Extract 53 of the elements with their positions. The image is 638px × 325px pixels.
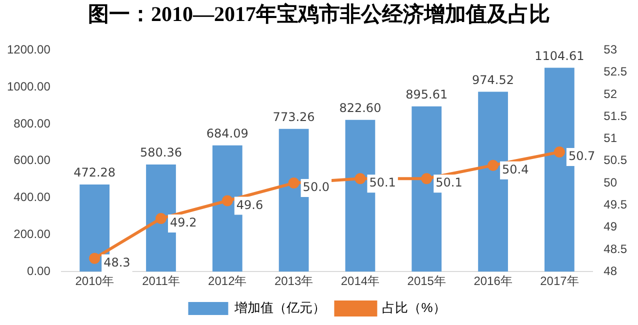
data-label: 773.26 <box>272 110 315 124</box>
y-tick-label: 1200.00 <box>6 42 51 57</box>
point <box>288 178 300 189</box>
y-tick-label: 400.00 <box>14 190 51 204</box>
data-label: 49.6 <box>236 198 264 212</box>
point <box>89 252 100 264</box>
legend-label: 占比（%） <box>382 300 446 316</box>
data-label: 822.60 <box>339 100 382 115</box>
point <box>354 173 366 184</box>
data-label: 49.2 <box>170 216 197 230</box>
data-label: 50.1 <box>436 176 462 190</box>
data-label: 580.36 <box>140 146 182 160</box>
data-label: 50.7 <box>568 149 596 164</box>
y2-tick-label: 51 <box>604 131 618 146</box>
y2-tick-label: 48 <box>604 264 618 278</box>
x-tick-label: 2010年 <box>75 274 114 288</box>
point <box>488 160 499 171</box>
data-label: 50.0 <box>302 180 330 194</box>
y-tick-label: 600.00 <box>14 153 51 168</box>
y2-tick-label: 48.5 <box>604 242 628 256</box>
data-label: 684.09 <box>206 126 248 141</box>
data-label: 48.3 <box>104 255 130 270</box>
y-tick-label: 200.00 <box>14 227 51 242</box>
y2-tick-label: 52 <box>604 86 618 101</box>
data-label: 1104.61 <box>534 48 584 63</box>
y-tick-label: 0.00 <box>27 264 51 278</box>
data-label: 472.28 <box>74 166 116 180</box>
data-label: 50.1 <box>369 176 396 190</box>
x-tick-label: 2013年 <box>274 274 314 288</box>
data-label: 50.4 <box>502 162 529 176</box>
y2-tick-label: 53 <box>604 42 618 57</box>
chart-title: 图一：2010—2017年宝鸡市非公经济增加值及占比 <box>87 1 551 28</box>
point <box>421 173 432 184</box>
point <box>155 212 166 224</box>
x-tick-label: 2017年 <box>540 274 579 288</box>
data-label: 895.61 <box>406 87 448 102</box>
y2-tick-label: 49 <box>604 220 618 234</box>
x-tick-label: 2015年 <box>407 274 446 288</box>
y2-tick-label: 49.5 <box>604 197 628 212</box>
y2-tick-label: 50.5 <box>604 153 628 168</box>
x-tick-label: 2012年 <box>208 274 247 288</box>
y-tick-label: 800.00 <box>14 116 51 130</box>
x-tick-label: 2016年 <box>474 274 512 288</box>
y2-tick-label: 51.5 <box>604 108 628 123</box>
x-tick-label: 2014年 <box>340 274 380 288</box>
x-tick-label: 2011年 <box>142 274 180 288</box>
y2-tick-label: 52.5 <box>604 64 628 79</box>
point <box>554 146 565 158</box>
y2-tick-label: 50 <box>604 175 618 190</box>
legend-label: 增加值（亿元） <box>234 300 326 316</box>
data-label: 974.52 <box>472 72 514 87</box>
y-tick-label: 1000.00 <box>6 79 51 94</box>
point <box>222 195 233 206</box>
